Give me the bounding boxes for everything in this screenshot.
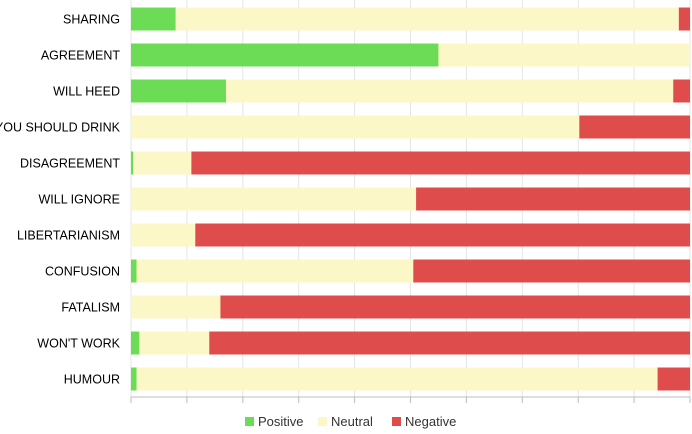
bar-negative	[579, 115, 690, 139]
legend-swatch	[245, 417, 254, 426]
category-labels: SHARING AGREEMENT WILL HEED YOU SHOULD DRIN…	[0, 13, 121, 387]
bar-neutral	[131, 115, 580, 139]
bar-positive	[131, 7, 176, 31]
bar-neutral	[133, 151, 192, 175]
legend: Positive Neutral Negative	[245, 414, 456, 429]
legend-label: Negative	[405, 414, 456, 429]
bar-positive	[131, 151, 134, 175]
category-label: DISAGREEMENT	[20, 157, 120, 171]
bar-positive	[131, 331, 140, 355]
bar-positive	[131, 367, 137, 391]
bar-negative	[195, 223, 690, 247]
bar-negative	[678, 7, 690, 31]
category-label: AGREEMENT	[41, 49, 121, 63]
category-label: YOU SHOULD DRINK	[0, 121, 121, 135]
bar-neutral	[438, 43, 690, 67]
bar-negative	[673, 79, 690, 103]
bar-negative	[209, 331, 690, 355]
category-label: HUMOUR	[64, 373, 120, 387]
bars	[131, 7, 690, 391]
legend-label: Positive	[258, 414, 304, 429]
bar-neutral	[139, 331, 210, 355]
bar-positive	[131, 259, 137, 283]
category-label: SHARING	[63, 13, 120, 27]
bar-negative	[220, 295, 690, 319]
bar-neutral	[175, 7, 679, 31]
bar-neutral	[226, 79, 674, 103]
category-label: WILL IGNORE	[39, 193, 121, 207]
category-label: LIBERTARIANISM	[17, 229, 120, 243]
bar-negative	[657, 367, 690, 391]
bar-positive	[131, 43, 439, 67]
bar-negative	[191, 151, 690, 175]
bar-positive	[131, 79, 227, 103]
x-axis	[130, 396, 691, 403]
legend-label: Neutral	[331, 414, 373, 429]
category-label: WILL HEED	[53, 85, 120, 99]
bar-neutral	[136, 367, 658, 391]
bar-neutral	[131, 223, 196, 247]
category-label: WON'T WORK	[37, 337, 120, 351]
legend-swatch	[318, 417, 327, 426]
bar-negative	[416, 187, 690, 211]
bar-neutral	[131, 187, 417, 211]
category-label: CONFUSION	[45, 265, 120, 279]
bar-neutral	[131, 295, 221, 319]
category-label: FATALISM	[61, 301, 120, 315]
legend-swatch	[392, 417, 401, 426]
bar-negative	[413, 259, 690, 283]
bar-neutral	[136, 259, 414, 283]
